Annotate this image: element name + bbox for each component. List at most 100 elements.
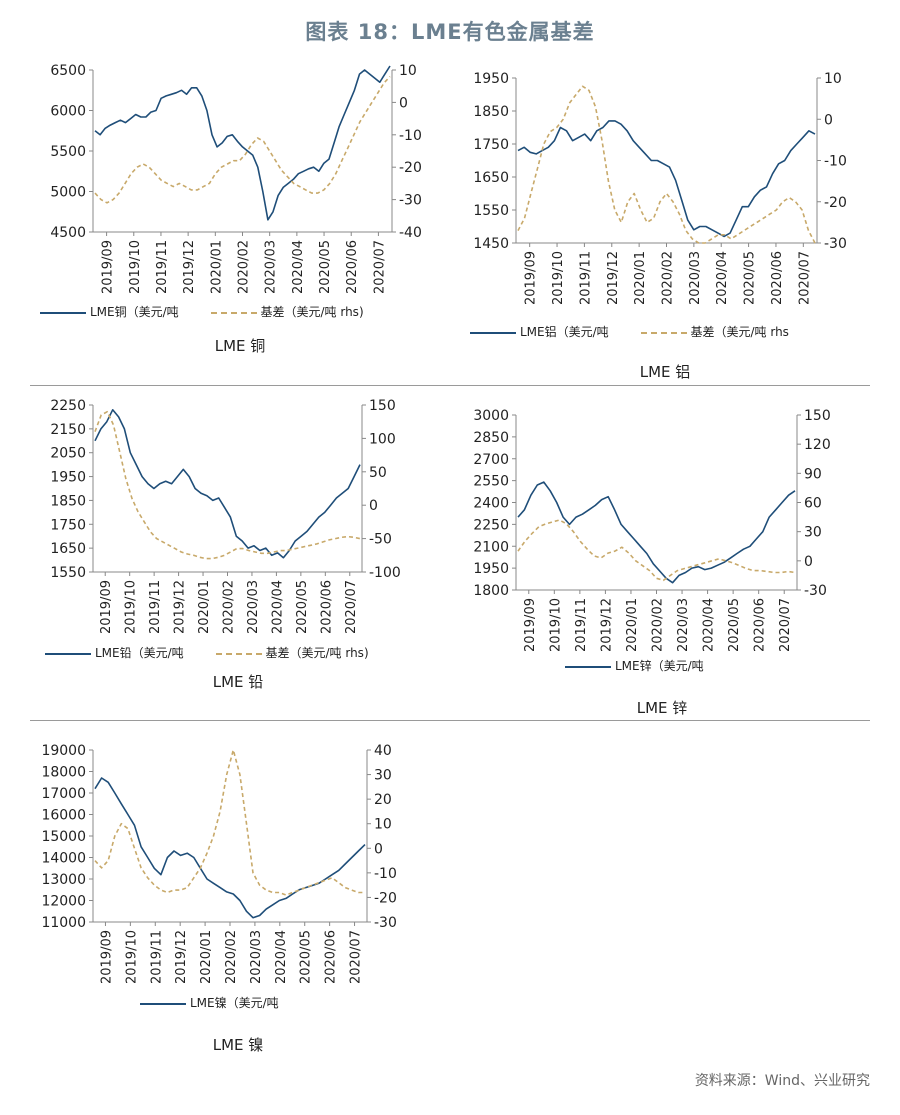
legend-swatch-solid [470, 331, 516, 334]
y-tick-label-left: 18000 [41, 765, 86, 781]
legend-label: LME铝（美元/吨 [520, 325, 609, 339]
legend-label: 基差（美元/吨 rhs [690, 325, 789, 339]
y-tick-label-left: 1450 [473, 236, 509, 252]
page-title: 图表 18：LME有色金属基差 [305, 20, 595, 44]
x-tick-label: 2019/10 [128, 240, 143, 294]
x-tick-label: 2019/11 [148, 580, 163, 634]
x-tick-label: 2019/12 [173, 580, 188, 634]
y-tick-label-right: 60 [804, 496, 822, 512]
x-tick-label: 2020/03 [688, 251, 703, 305]
price-series-line [94, 65, 391, 221]
y-tick-label-right: -100 [369, 565, 401, 581]
legend-label: 基差（美元/吨 rhs) [260, 305, 364, 319]
aluminium-legend: LME铝（美元/吨 基差（美元/吨 rhs [470, 323, 817, 340]
legend-item-basis: 基差（美元/吨 rhs) [210, 303, 364, 320]
x-tick-label: 2019/10 [124, 930, 139, 984]
x-tick-label: 2020/04 [715, 251, 730, 305]
x-tick-label: 2019/12 [606, 251, 621, 305]
y-tick-label-left: 2250 [50, 398, 86, 414]
section-divider [30, 385, 870, 386]
x-tick-label: 2020/07 [372, 240, 387, 294]
lead-legend: LME铅（美元/吨 基差（美元/吨 rhs) [45, 644, 397, 661]
zinc-legend: LME锌（美元/吨 [565, 657, 732, 674]
y-tick-label-right: 120 [804, 437, 831, 453]
chart-panel-aluminium: 1450 1550 1650 1750 1850 1950 -30 -20 -10 0 10 2019… [0, 0, 900, 385]
y-tick-label-right: -30 [824, 236, 847, 252]
y-tick-label-right: 50 [369, 465, 387, 481]
basis-series-line [94, 410, 361, 560]
y-tick-label-left: 2550 [473, 474, 509, 490]
legend-label: LME镍（美元/吨 [190, 996, 279, 1010]
x-tick-label: 2020/05 [299, 930, 314, 984]
basis-series-line [94, 75, 391, 204]
chart-caption: LME 铅 [212, 673, 264, 691]
x-tick-label: 2019/12 [599, 598, 614, 652]
y-tick-label-left: 2250 [473, 517, 509, 533]
lead-line-chart: 1550 1650 1750 1850 1950 2050 2150 2250 -100 -50 0… [50, 398, 401, 634]
y-tick-label-left: 2400 [473, 496, 509, 512]
y-tick-label-left: 13000 [41, 872, 86, 888]
y-tick-label-left: 1750 [473, 137, 509, 153]
y-tick-label-right: -30 [374, 915, 397, 931]
x-tick-label: 2019/11 [149, 930, 164, 984]
x-tick-label: 2020/04 [270, 580, 285, 634]
y-tick-label-right: 0 [824, 112, 833, 128]
y-tick-label-left: 6000 [50, 104, 86, 120]
x-tick-label: 2020/06 [753, 598, 768, 652]
y-tick-label-left: 15000 [41, 829, 86, 845]
x-tick-label: 2020/06 [770, 251, 785, 305]
y-tick-label-right: -40 [399, 225, 422, 241]
y-tick-label-left: 1650 [473, 170, 509, 186]
y-tick-label-right: 30 [374, 768, 392, 784]
y-tick-label-left: 1950 [473, 71, 509, 87]
y-tick-label-left: 16000 [41, 808, 86, 824]
y-tick-label-left: 1950 [473, 561, 509, 577]
x-tick-label: 2020/05 [743, 251, 758, 305]
y-tick-label-right: -30 [399, 193, 422, 209]
y-tick-label-right: 150 [369, 398, 396, 414]
price-series-line [517, 120, 816, 238]
x-tick-label: 2019/11 [578, 251, 593, 305]
legend-swatch-solid [40, 311, 86, 314]
y-tick-label-right: 0 [804, 554, 813, 570]
y-tick-label-left: 12000 [41, 894, 86, 910]
chart-panel-zinc: 1800 1950 2100 2250 2400 2550 2700 2850 3000 -30 0… [473, 408, 831, 717]
basis-series-line [517, 519, 796, 582]
y-tick-label-right: 0 [399, 95, 408, 111]
y-tick-label-left: 5500 [50, 144, 86, 160]
price-series-line [94, 408, 361, 559]
x-tick-label: 2019/12 [174, 930, 189, 984]
y-tick-label-right: -20 [399, 160, 422, 176]
x-tick-label: 2020/04 [274, 930, 289, 984]
x-tick-label: 2020/03 [246, 580, 261, 634]
x-tick-label: 2020/05 [727, 598, 742, 652]
y-tick-label-left: 1550 [473, 203, 509, 219]
legend-item-price: LME铜（美元/吨 [40, 303, 179, 320]
y-tick-label-right: 10 [399, 63, 417, 79]
x-tick-label: 2020/04 [702, 598, 717, 652]
y-tick-label-right: 10 [374, 817, 392, 833]
x-tick-label: 2019/11 [574, 598, 589, 652]
y-tick-label-left: 1650 [50, 541, 86, 557]
chart-caption: LME 铝 [639, 363, 691, 381]
y-tick-label-right: -50 [369, 532, 392, 548]
y-tick-label-left: 2150 [50, 422, 86, 438]
y-tick-label-left: 3000 [473, 408, 509, 424]
y-tick-label-right: 0 [369, 498, 378, 514]
x-tick-label: 2019/09 [524, 251, 539, 305]
legend-label: LME锌（美元/吨 [615, 659, 704, 673]
x-tick-label: 2020/01 [633, 251, 648, 305]
x-tick-label: 2019/11 [155, 240, 170, 294]
price-series-line [94, 777, 366, 919]
copper-line-chart: 4500 5000 5500 6000 6500 -40 -30 -20 -10 0 10 2019/… [50, 63, 422, 294]
y-tick-label-left: 2700 [473, 452, 509, 468]
x-tick-label: 2020/03 [264, 240, 279, 294]
x-tick-label: 2019/10 [551, 251, 566, 305]
x-tick-label: 2020/07 [797, 251, 812, 305]
y-tick-label-right: -10 [399, 128, 422, 144]
y-tick-label-right: -10 [824, 154, 847, 170]
y-tick-label-left: 2050 [50, 446, 86, 462]
y-tick-label-left: 4500 [50, 225, 86, 241]
legend-item-price: LME铝（美元/吨 [470, 323, 609, 340]
y-tick-label-left: 1550 [50, 565, 86, 581]
